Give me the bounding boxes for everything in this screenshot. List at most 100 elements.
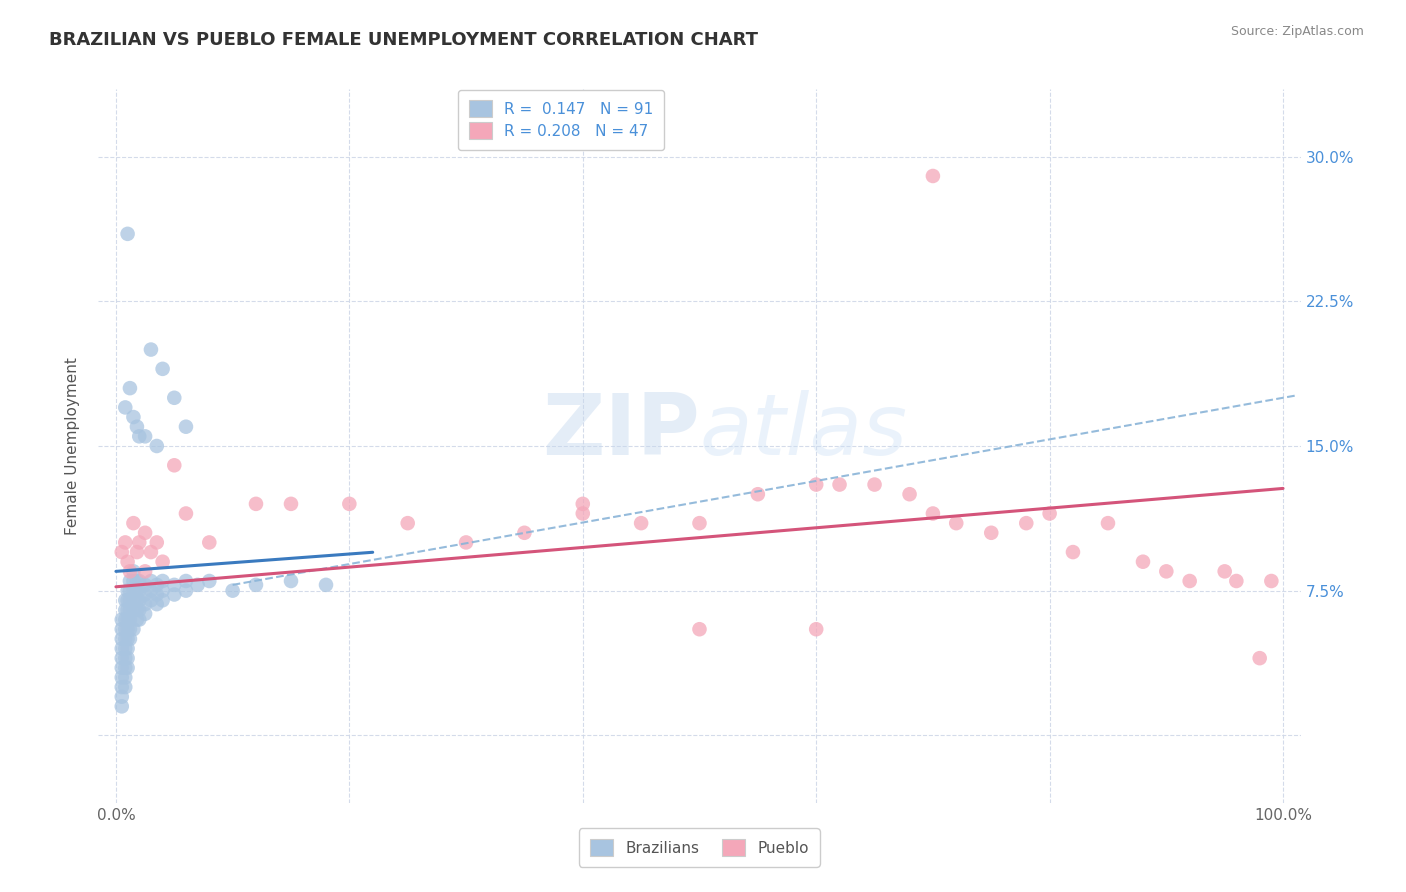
Point	[117, 651, 139, 665]
Point	[1062, 545, 1084, 559]
Point	[571, 507, 593, 521]
Point	[114, 622, 136, 636]
Point	[863, 477, 886, 491]
Point	[139, 545, 162, 559]
Text: ZIP: ZIP	[541, 390, 700, 474]
Point	[122, 565, 145, 579]
Point	[174, 419, 197, 434]
Point	[114, 670, 136, 684]
Point	[111, 632, 134, 646]
Point	[117, 641, 139, 656]
Point	[280, 574, 302, 588]
Point	[630, 516, 652, 530]
Point	[245, 497, 267, 511]
Point	[111, 680, 134, 694]
Point	[163, 578, 186, 592]
Point	[111, 641, 134, 656]
Point	[111, 661, 134, 675]
Point	[163, 458, 186, 473]
Y-axis label: Female Unemployment: Female Unemployment	[65, 357, 80, 535]
Point	[117, 613, 139, 627]
Point	[125, 603, 148, 617]
Point	[146, 587, 169, 601]
Point	[111, 622, 134, 636]
Point	[118, 632, 141, 646]
Point	[125, 574, 148, 588]
Point	[198, 535, 221, 549]
Point	[806, 477, 828, 491]
Point	[114, 641, 136, 656]
Point	[174, 574, 197, 588]
Point	[114, 613, 136, 627]
Point	[114, 680, 136, 694]
Point	[1039, 507, 1062, 521]
Point	[139, 593, 162, 607]
Point	[117, 622, 139, 636]
Point	[122, 516, 145, 530]
Point	[689, 516, 711, 530]
Point	[221, 583, 243, 598]
Point	[945, 516, 967, 530]
Point	[139, 574, 162, 588]
Point	[118, 574, 141, 588]
Point	[117, 632, 139, 646]
Point	[1132, 555, 1154, 569]
Point	[1156, 565, 1178, 579]
Point	[125, 545, 148, 559]
Point	[118, 613, 141, 627]
Point	[128, 613, 150, 627]
Point	[174, 583, 197, 598]
Point	[747, 487, 769, 501]
Point	[128, 583, 150, 598]
Point	[125, 593, 148, 607]
Point	[187, 578, 209, 592]
Point	[118, 565, 141, 579]
Point	[280, 497, 302, 511]
Point	[396, 516, 419, 530]
Point	[146, 597, 169, 611]
Point	[1097, 516, 1119, 530]
Point	[128, 593, 150, 607]
Point	[111, 670, 134, 684]
Point	[1249, 651, 1271, 665]
Point	[152, 362, 174, 376]
Point	[111, 690, 134, 704]
Text: atlas: atlas	[700, 390, 907, 474]
Point	[1213, 565, 1236, 579]
Point	[980, 525, 1002, 540]
Point	[118, 603, 141, 617]
Point	[898, 487, 921, 501]
Point	[163, 587, 186, 601]
Point	[139, 343, 162, 357]
Point	[122, 574, 145, 588]
Point	[152, 574, 174, 588]
Point	[152, 593, 174, 607]
Text: Source: ZipAtlas.com: Source: ZipAtlas.com	[1230, 25, 1364, 38]
Point	[134, 565, 156, 579]
Text: BRAZILIAN VS PUEBLO FEMALE UNEMPLOYMENT CORRELATION CHART: BRAZILIAN VS PUEBLO FEMALE UNEMPLOYMENT …	[49, 31, 758, 49]
Point	[163, 391, 186, 405]
Point	[146, 439, 169, 453]
Point	[128, 535, 150, 549]
Point	[198, 574, 221, 588]
Point	[152, 555, 174, 569]
Point	[122, 593, 145, 607]
Point	[117, 583, 139, 598]
Point	[152, 583, 174, 598]
Point	[122, 583, 145, 598]
Point	[114, 661, 136, 675]
Point	[122, 622, 145, 636]
Point	[111, 651, 134, 665]
Point	[1260, 574, 1282, 588]
Point	[128, 603, 150, 617]
Point	[806, 622, 828, 636]
Point	[134, 597, 156, 611]
Point	[111, 545, 134, 559]
Point	[118, 593, 141, 607]
Point	[245, 578, 267, 592]
Point	[111, 699, 134, 714]
Point	[134, 587, 156, 601]
Point	[134, 578, 156, 592]
Point	[134, 525, 156, 540]
Point	[125, 583, 148, 598]
